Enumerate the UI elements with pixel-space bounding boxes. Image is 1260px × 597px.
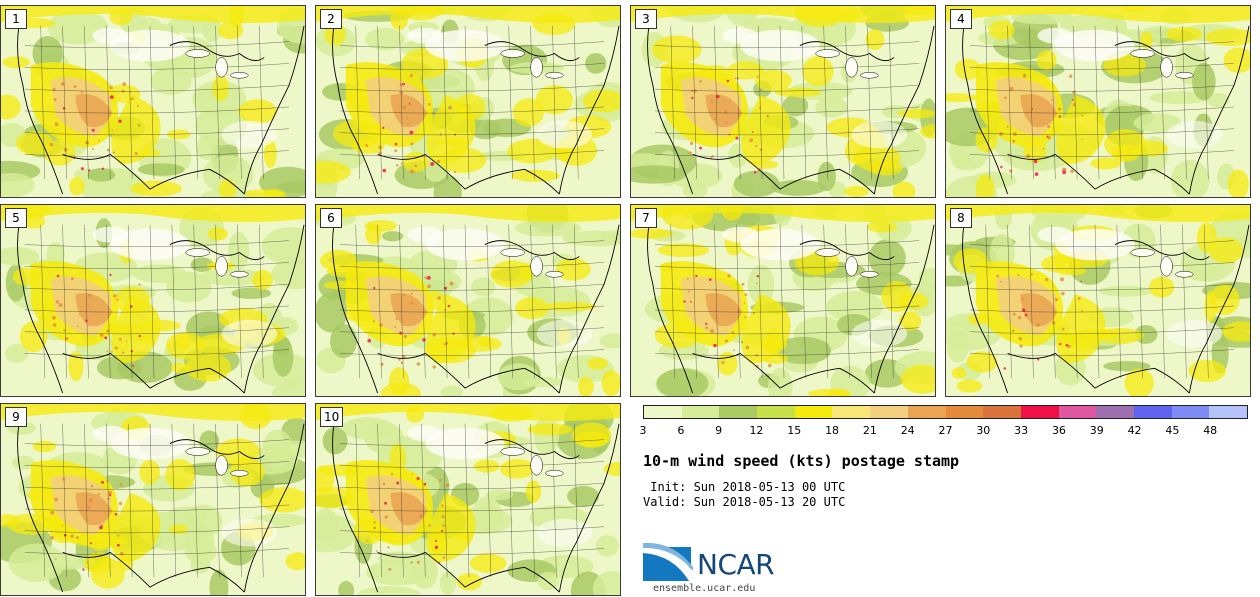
member-number: 3 (635, 9, 657, 29)
member-map-graphic (631, 6, 935, 197)
wind-speed-colorbar (643, 405, 1248, 419)
member-number: 6 (320, 208, 342, 228)
colorbar-segment (907, 406, 946, 418)
colorbar-segment (757, 406, 795, 418)
ncar-logo-text: NCAR (697, 548, 775, 581)
colorbar-tick-label: 39 (1089, 424, 1104, 437)
colorbar-tick-label: 24 (900, 424, 915, 437)
ensemble-member-map: 4 (945, 5, 1251, 198)
member-number: 1 (5, 9, 27, 29)
colorbar-tick-label: 27 (938, 424, 953, 437)
colorbar-segment (1209, 406, 1247, 418)
ensemble-member-map: 8 (945, 204, 1251, 397)
colorbar-segment (1171, 406, 1210, 418)
member-map-graphic (316, 404, 620, 595)
colorbar-tick-label: 33 (1014, 424, 1029, 437)
member-map-graphic (946, 205, 1250, 396)
colorbar-tick-label: 18 (825, 424, 840, 437)
colorbar-segment (794, 406, 833, 418)
colorbar-tick-label: 42 (1127, 424, 1142, 437)
colorbar-segment (1096, 406, 1134, 418)
ensemble-member-map: 2 (315, 5, 621, 198)
colorbar-segment (945, 406, 984, 418)
colorbar-tick-label: 21 (862, 424, 877, 437)
colorbar-tick-label: 15 (787, 424, 802, 437)
ensemble-member-map: 7 (630, 204, 936, 397)
colorbar-tick-label: 12 (749, 424, 764, 437)
colorbar-segment (983, 406, 1021, 418)
member-number: 9 (5, 407, 27, 427)
member-map-graphic (316, 205, 620, 396)
member-number: 2 (320, 9, 342, 29)
colorbar-tick-label: 45 (1165, 424, 1180, 437)
member-map-graphic (946, 6, 1250, 197)
colorbar-segment (870, 406, 908, 418)
member-map-graphic (1, 205, 305, 396)
member-number: 7 (635, 208, 657, 228)
colorbar-tick-label: 3 (639, 424, 647, 437)
member-number: 10 (320, 407, 344, 427)
colorbar-segment (644, 406, 682, 418)
colorbar-segment (832, 406, 871, 418)
ensemble-member-map: 1 (0, 5, 306, 198)
colorbar-tick-label: 48 (1203, 424, 1218, 437)
colorbar-segment (681, 406, 720, 418)
valid-time: Valid: Sun 2018-05-13 20 UTC (643, 495, 846, 509)
ensemble-member-map: 6 (315, 204, 621, 397)
colorbar-segment (1058, 406, 1097, 418)
colorbar-segment (1020, 406, 1059, 418)
member-map-graphic (1, 404, 305, 595)
member-map-graphic (631, 205, 935, 396)
colorbar-tick-label: 30 (976, 424, 991, 437)
ensemble-member-map: 5 (0, 204, 306, 397)
ensemble-member-map: 9 (0, 403, 306, 596)
member-number: 5 (5, 208, 27, 228)
site-url: ensemble.ucar.edu (653, 583, 756, 594)
ncar-logo-icon (643, 542, 693, 581)
member-number: 8 (950, 208, 972, 228)
colorbar-tick-label: 36 (1051, 424, 1066, 437)
colorbar-segment (1133, 406, 1172, 418)
init-time: Init: Sun 2018-05-13 00 UTC (643, 480, 846, 494)
colorbar-segment (719, 406, 758, 418)
ensemble-member-map: 3 (630, 5, 936, 198)
member-number: 4 (950, 9, 972, 29)
member-map-graphic (1, 6, 305, 197)
member-map-graphic (316, 6, 620, 197)
colorbar-tick-label: 9 (715, 424, 723, 437)
chart-title: 10-m wind speed (kts) postage stamp (643, 452, 960, 470)
colorbar-tick-label: 6 (677, 424, 685, 437)
ensemble-member-map: 10 (315, 403, 621, 596)
